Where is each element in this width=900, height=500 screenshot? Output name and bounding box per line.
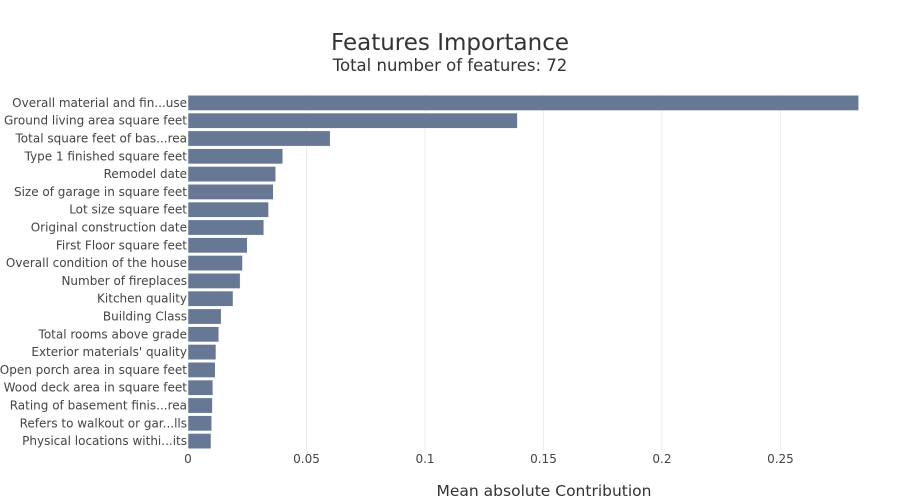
bar[interactable] <box>187 308 222 325</box>
category-label: Exterior materials' quality <box>31 345 187 359</box>
bar[interactable] <box>187 361 216 378</box>
bar[interactable] <box>187 94 859 111</box>
category-label: Overall material and fin...use <box>12 96 187 110</box>
category-label: Total square feet of bas...rea <box>15 132 188 146</box>
category-label: Original construction date <box>31 221 187 235</box>
category-label: Type 1 finished square feet <box>24 149 188 163</box>
bar[interactable] <box>187 112 518 129</box>
bar[interactable] <box>187 219 265 236</box>
x-axis-label: Mean absolute Contribution <box>437 482 652 500</box>
category-label: Building Class <box>103 310 187 324</box>
category-label: Open porch area in square feet <box>0 363 187 377</box>
x-tick-label: 0.15 <box>530 452 557 466</box>
x-tick-label: 0.25 <box>767 452 794 466</box>
bar[interactable] <box>187 397 213 414</box>
x-tick-label: 0 <box>184 452 192 466</box>
bar[interactable] <box>187 344 217 361</box>
bar[interactable] <box>187 290 234 307</box>
category-label: Physical locations withi...its <box>22 434 187 448</box>
category-label: First Floor square feet <box>56 238 187 252</box>
bar[interactable] <box>187 255 243 272</box>
category-label: Ground living area square feet <box>4 114 187 128</box>
category-labels: Overall material and fin...use Ground liv… <box>0 96 187 448</box>
bar[interactable] <box>187 433 212 450</box>
bar[interactable] <box>187 415 212 432</box>
category-label: Kitchen quality <box>97 292 187 306</box>
bar[interactable] <box>187 201 269 218</box>
bar[interactable] <box>187 272 241 289</box>
chart-title: Features Importance <box>331 30 569 56</box>
category-label: Number of fireplaces <box>61 274 187 288</box>
bar[interactable] <box>187 326 220 343</box>
category-label: Remodel date <box>104 167 187 181</box>
bar[interactable] <box>187 166 276 183</box>
bar[interactable] <box>187 148 284 165</box>
category-label: Total rooms above grade <box>38 327 187 341</box>
bar[interactable] <box>187 379 214 396</box>
category-label: Refers to walkout or gar...lls <box>20 416 187 430</box>
x-tick-labels: 0 0.05 0.1 0.15 0.2 0.25 <box>184 452 794 466</box>
bar[interactable] <box>187 183 274 200</box>
category-label: Rating of basement finis...rea <box>10 399 187 413</box>
x-tick-label: 0.1 <box>415 452 434 466</box>
category-label: Size of garage in square feet <box>14 185 187 199</box>
category-label: Lot size square feet <box>69 203 187 217</box>
chart-subtitle: Total number of features: 72 <box>332 56 568 75</box>
bars <box>187 94 859 450</box>
category-label: Overall condition of the house <box>6 256 187 270</box>
x-tick-label: 0.05 <box>293 452 320 466</box>
x-tick-label: 0.2 <box>652 452 671 466</box>
bar[interactable] <box>187 237 248 254</box>
gridlines <box>305 94 781 450</box>
category-label: Wood deck area in square feet <box>4 381 188 395</box>
bar[interactable] <box>187 130 331 147</box>
